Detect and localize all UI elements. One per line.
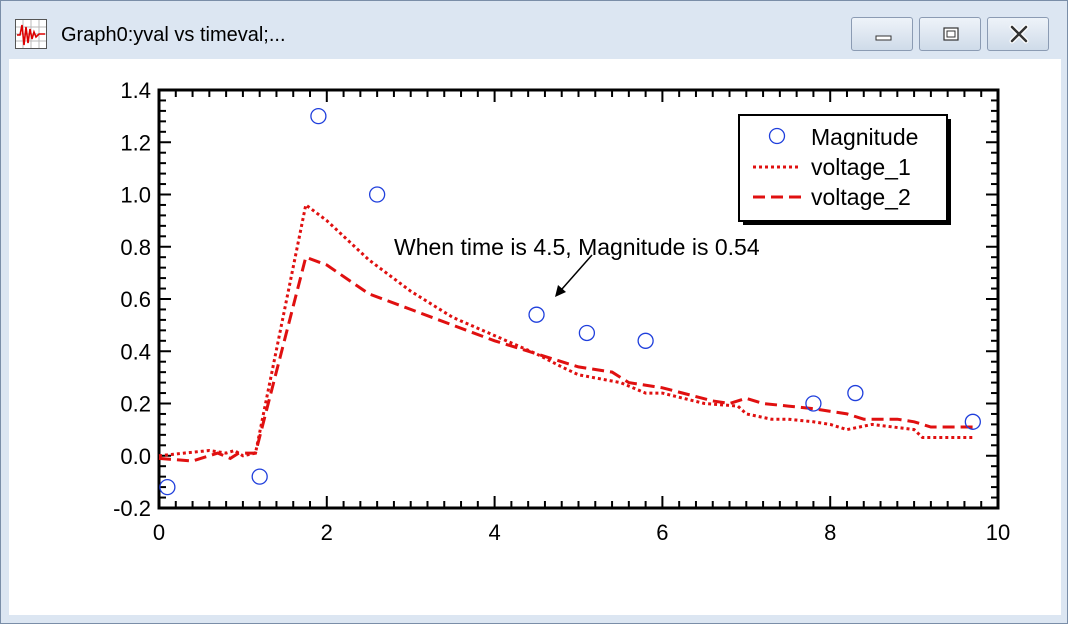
y-tick-label: 1.0 xyxy=(120,183,151,208)
axis-tick-labels: 0 2 4 6 8 10 -0.2 0.0 0.2 0.4 0.6 0.8 1.0 1.2 1.4 xyxy=(113,78,1010,545)
data-point-magnitude xyxy=(964,413,981,430)
y-tick-label: 0.6 xyxy=(120,287,151,312)
series-markers xyxy=(159,107,981,496)
minimize-button[interactable] xyxy=(851,17,913,51)
annotation-arrow xyxy=(561,254,593,290)
data-point-magnitude xyxy=(159,478,176,496)
y-tick-label: 0.4 xyxy=(120,339,151,364)
graph-icon xyxy=(15,19,47,49)
annotation-text: When time is 4.5, Magnitude is 0.54 xyxy=(394,234,760,260)
series-lines xyxy=(158,202,973,463)
close-icon xyxy=(1009,24,1029,44)
data-point-magnitude xyxy=(528,306,545,323)
y-tick-label: 1.2 xyxy=(120,130,151,155)
y-tick-label: -0.2 xyxy=(113,496,151,521)
graph-area: 0 2 4 6 8 10 -0.2 0.0 0.2 0.4 0.6 0.8 1.0 1.2 1.4 When… xyxy=(9,59,1061,615)
x-tick-label: 4 xyxy=(488,520,500,545)
series-line-voltage-2 xyxy=(158,255,973,463)
data-point-magnitude xyxy=(847,384,864,402)
y-tick-label: 0.8 xyxy=(120,235,151,260)
legend-marker-magnitude xyxy=(768,127,786,145)
legend-label-magnitude: Magnitude xyxy=(811,124,918,150)
window-title: Graph0:yval vs timeval;... xyxy=(61,24,286,46)
data-point-magnitude xyxy=(578,324,596,342)
annotation-arrowhead xyxy=(555,285,566,297)
y-tick-label: 1.4 xyxy=(120,78,151,103)
data-point-magnitude xyxy=(310,107,327,125)
x-tick-label: 8 xyxy=(824,520,836,545)
x-tick-label: 0 xyxy=(153,520,165,545)
maximize-button[interactable] xyxy=(919,17,981,51)
y-tick-label: 0.0 xyxy=(120,444,151,469)
chart: 0 2 4 6 8 10 -0.2 0.0 0.2 0.4 0.6 0.8 1.0 1.2 1.4 When… xyxy=(113,78,1010,545)
legend-label-voltage-1: voltage_1 xyxy=(811,154,911,180)
x-tick-label: 2 xyxy=(321,520,333,545)
title-bar[interactable]: Graph0:yval vs timeval;... xyxy=(1,1,1067,59)
data-point-magnitude xyxy=(805,395,822,412)
data-point-magnitude xyxy=(251,468,268,485)
axis-ticks xyxy=(158,89,999,509)
minimize-icon xyxy=(875,35,892,41)
legend: Magnitude voltage_1 voltage_2 xyxy=(738,114,951,225)
data-point-magnitude xyxy=(637,332,654,349)
data-point-magnitude xyxy=(368,186,386,203)
maximize-icon xyxy=(943,27,959,41)
legend-label-voltage-2: voltage_2 xyxy=(811,184,911,210)
y-tick-label: 0.2 xyxy=(120,392,151,417)
x-tick-label: 6 xyxy=(656,520,668,545)
close-button[interactable] xyxy=(987,17,1049,51)
annotation: When time is 4.5, Magnitude is 0.54 xyxy=(394,234,760,297)
series-line-voltage-1 xyxy=(158,202,973,458)
x-tick-label: 10 xyxy=(986,520,1010,545)
